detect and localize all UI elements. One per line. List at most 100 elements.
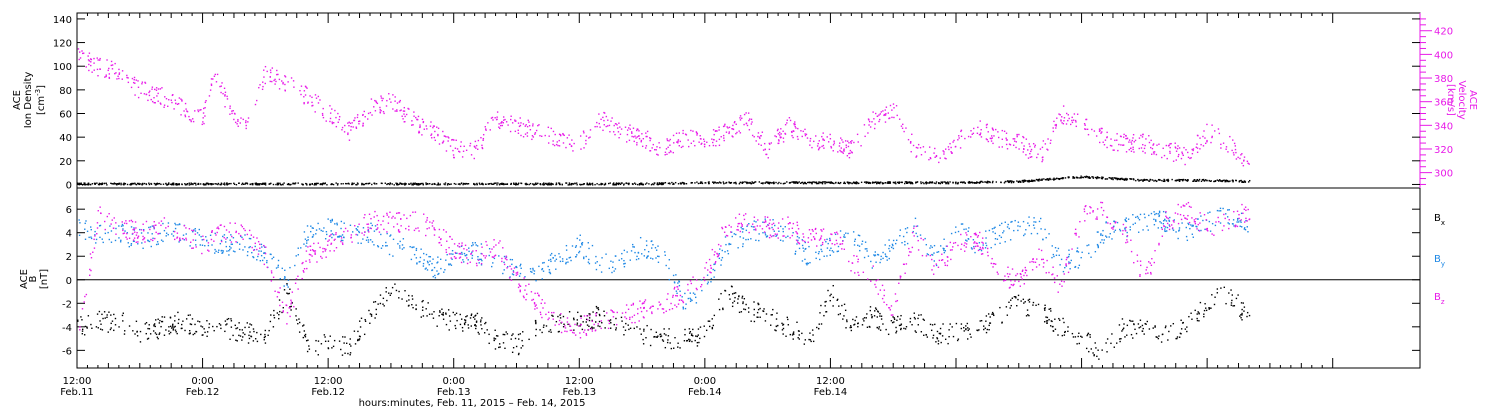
data-point: [823, 139, 825, 141]
data-point: [781, 322, 783, 325]
data-point: [1175, 150, 1178, 152]
data-point: [1235, 179, 1237, 182]
data-point: [217, 182, 220, 185]
data-point: [192, 120, 195, 123]
data-point: [432, 317, 435, 319]
data-point: [98, 310, 101, 313]
data-point: [118, 225, 120, 227]
data-point: [720, 182, 722, 184]
data-point: [826, 247, 829, 249]
data-point: [1130, 150, 1133, 152]
data-point: [1008, 301, 1010, 303]
data-point: [1180, 319, 1182, 321]
data-point: [1210, 180, 1212, 182]
data-point: [1196, 147, 1199, 149]
data-point: [200, 235, 202, 238]
data-point: [985, 181, 987, 183]
data-point: [520, 267, 522, 269]
data-point: [481, 328, 483, 330]
data-point: [184, 102, 187, 105]
data-point: [420, 316, 422, 318]
data-point: [1032, 304, 1034, 306]
data-point: [984, 247, 987, 249]
data-point: [1028, 301, 1031, 303]
data-point: [455, 327, 457, 330]
data-point: [662, 182, 664, 184]
data-point: [963, 181, 965, 183]
data-point: [640, 183, 642, 185]
data-point: [376, 102, 379, 105]
data-point: [865, 182, 867, 184]
data-point: [300, 93, 302, 96]
data-point: [1062, 317, 1064, 320]
data-point: [478, 262, 480, 264]
data-point: [211, 183, 213, 185]
data-point: [455, 183, 457, 185]
data-point: [1137, 323, 1140, 325]
data-point: [131, 77, 134, 80]
data-point: [1023, 148, 1025, 150]
data-point: [855, 182, 858, 185]
data-point: [356, 234, 359, 236]
data-point: [703, 143, 706, 145]
data-point: [761, 131, 764, 133]
data-point: [1123, 178, 1126, 180]
data-point: [1013, 180, 1015, 183]
data-point: [266, 70, 268, 73]
data-point: [1133, 179, 1135, 181]
data-point: [220, 91, 222, 94]
data-point: [414, 183, 416, 185]
data-point: [169, 316, 172, 319]
data-point: [165, 183, 167, 185]
data-point: [1218, 132, 1221, 135]
data-point: [794, 121, 796, 123]
data-point: [1132, 320, 1134, 322]
data-point: [640, 141, 642, 143]
data-point: [108, 76, 110, 79]
data-point: [307, 239, 309, 241]
data-point: [504, 347, 506, 350]
data-point: [849, 149, 852, 152]
data-point: [396, 183, 398, 186]
data-point: [729, 243, 732, 245]
data-point: [1216, 288, 1219, 290]
data-point: [1205, 307, 1207, 309]
data-point: [1176, 337, 1178, 340]
data-point: [1100, 132, 1102, 134]
data-point: [437, 184, 440, 186]
data-point: [1228, 223, 1230, 225]
data-point: [1199, 148, 1201, 150]
data-point: [587, 261, 590, 263]
data-point: [871, 315, 873, 318]
data-point: [263, 336, 266, 339]
data-point: [926, 336, 929, 338]
data-point: [1112, 178, 1114, 181]
data-point: [1027, 299, 1030, 301]
data-point: [911, 324, 913, 326]
data-point: [588, 313, 590, 315]
data-point: [279, 310, 281, 313]
data-point: [844, 236, 846, 238]
data-point: [1043, 321, 1046, 323]
data-point: [829, 249, 831, 252]
data-point: [1110, 138, 1112, 140]
data-point: [809, 137, 812, 140]
data-point: [155, 243, 158, 246]
data-point: [826, 136, 828, 138]
data-point: [840, 150, 842, 153]
data-point: [222, 183, 225, 185]
data-point: [1033, 227, 1036, 229]
data-point: [102, 317, 104, 320]
data-point: [535, 334, 537, 337]
data-point: [965, 328, 967, 330]
data-point: [832, 251, 835, 253]
time-tick-label: 12:00: [63, 376, 92, 387]
data-point: [256, 340, 259, 343]
data-point: [278, 317, 280, 320]
data-point: [512, 274, 515, 276]
data-point: [1062, 105, 1065, 107]
data-point: [110, 182, 112, 185]
density-tick-label: 40: [59, 133, 72, 144]
data-point: [386, 245, 388, 247]
data-point: [367, 241, 370, 243]
